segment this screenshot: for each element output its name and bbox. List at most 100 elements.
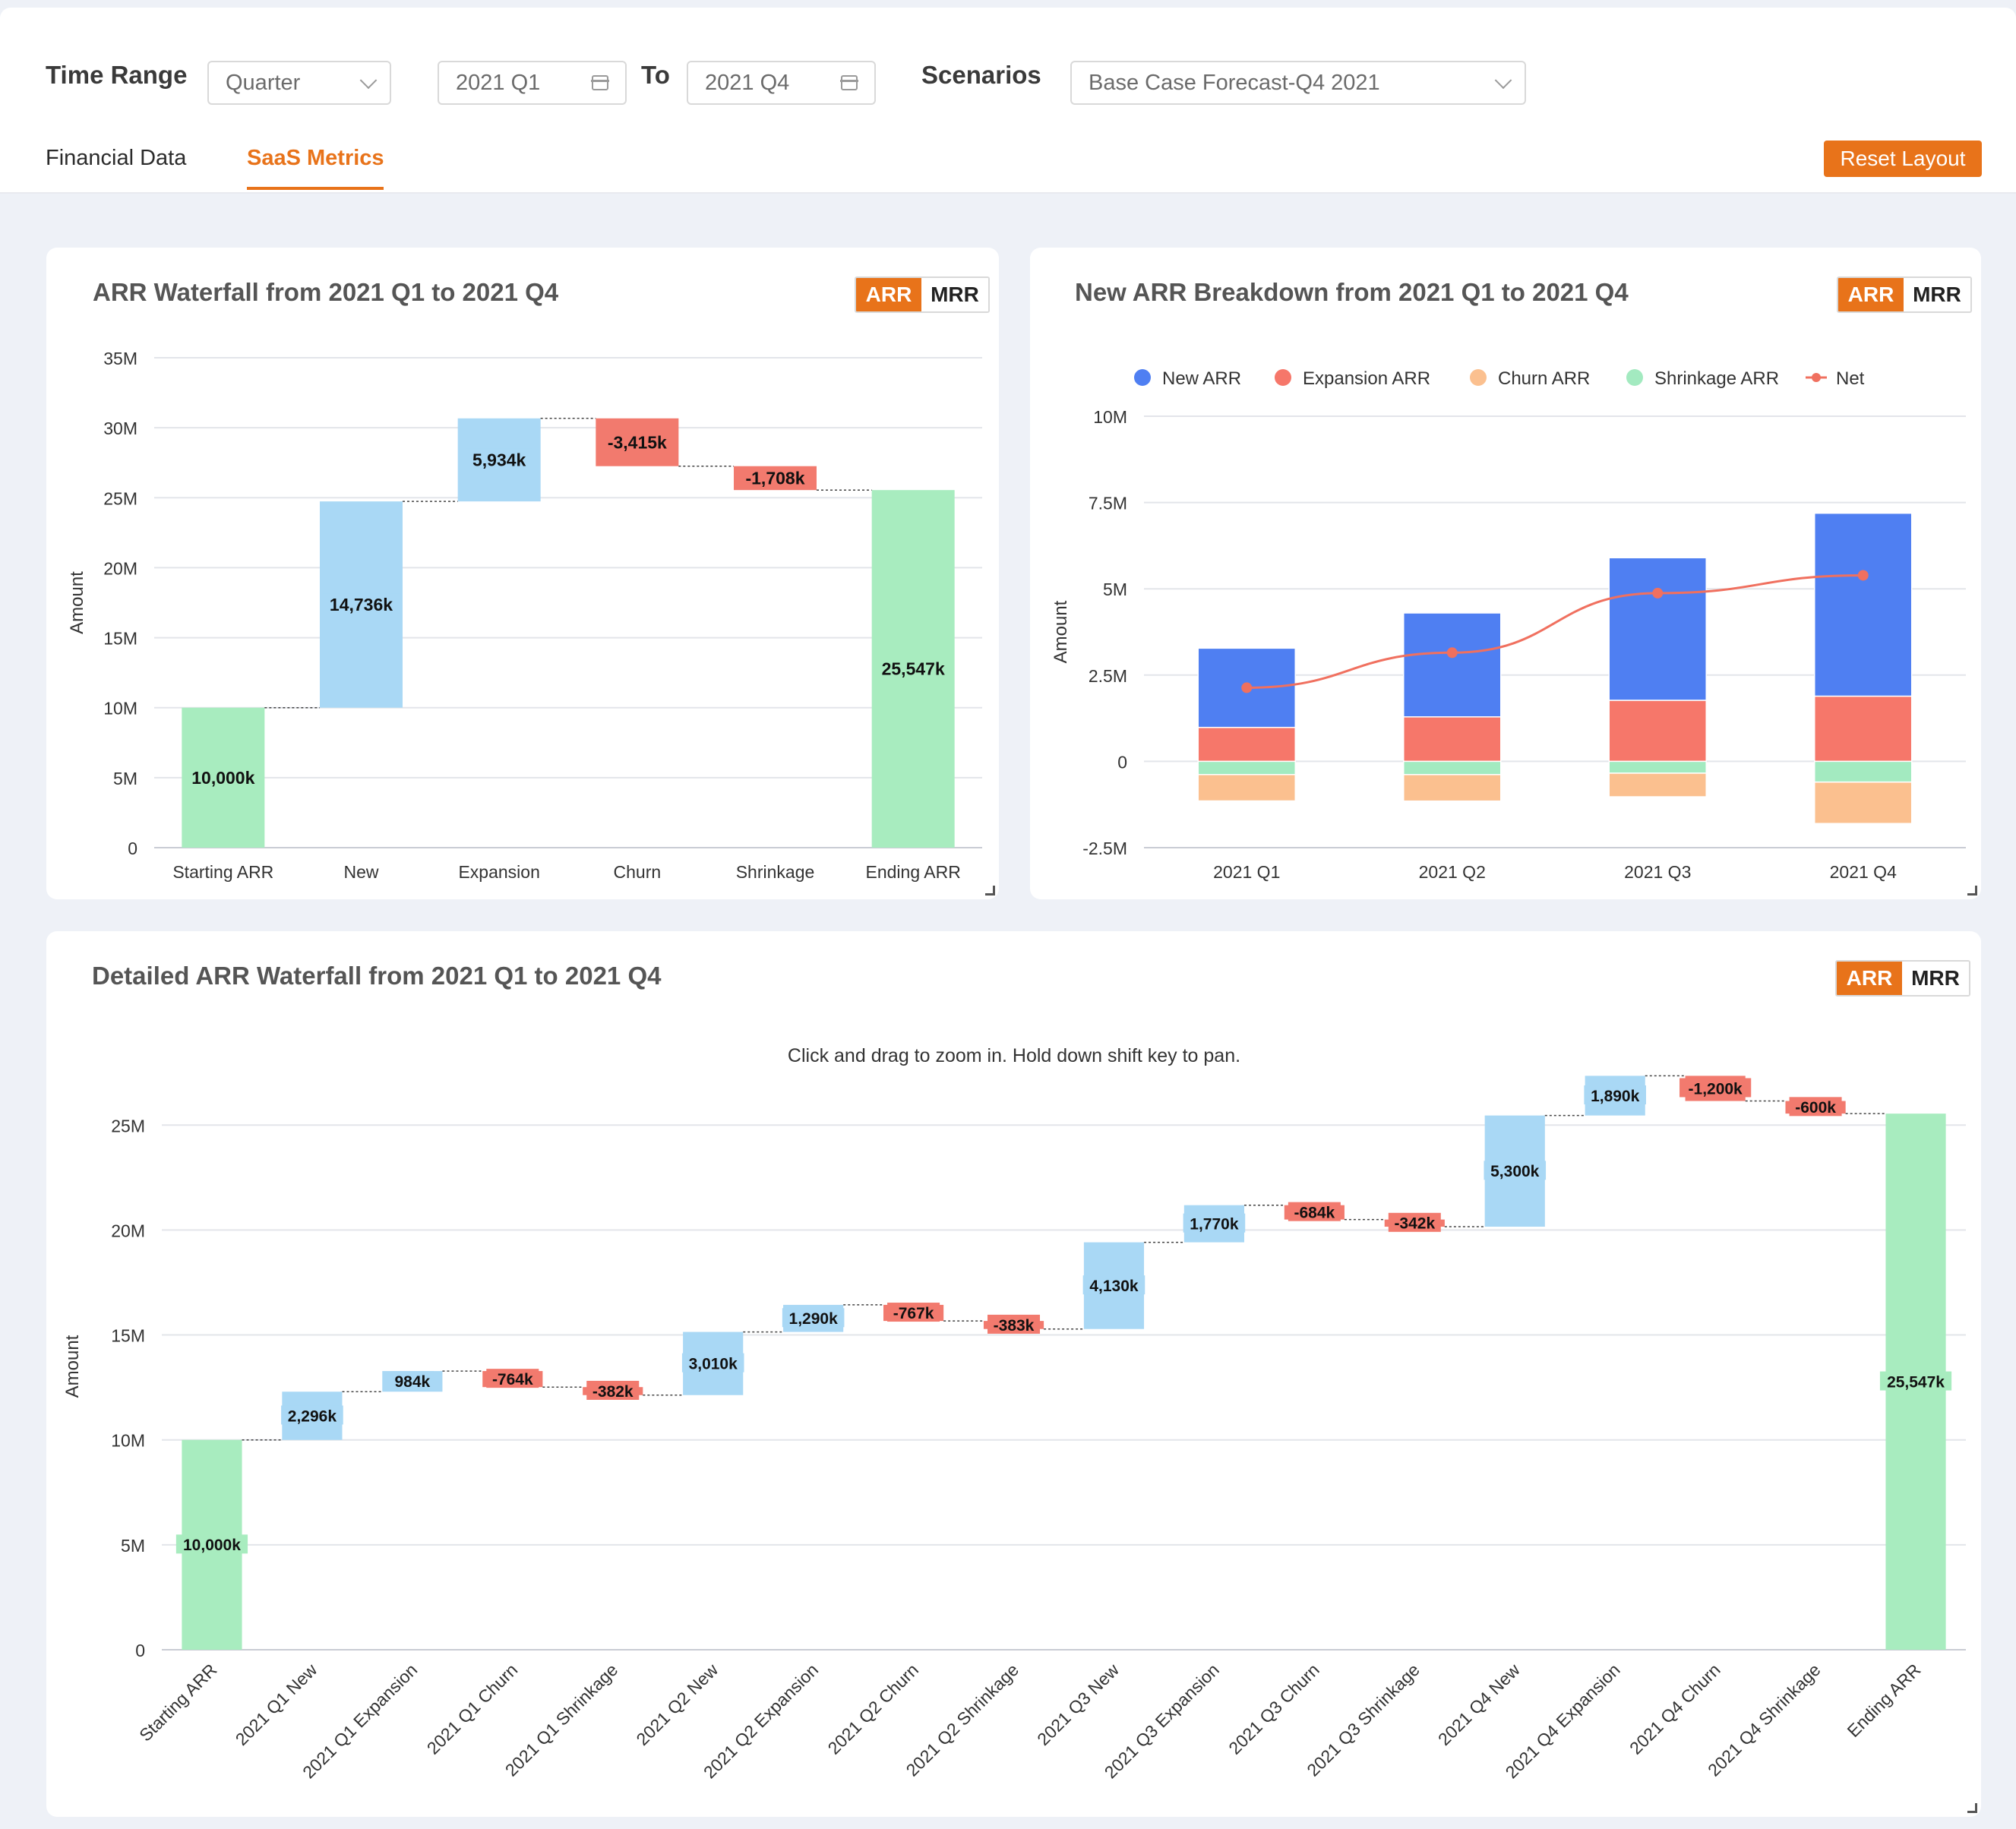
- arr-waterfall-card: ARR Waterfall from 2021 Q1 to 2021 Q4 AR…: [46, 248, 999, 899]
- detailed-arr-waterfall-card: Detailed ARR Waterfall from 2021 Q1 to 2…: [46, 931, 1981, 1817]
- data-label: 5,934k: [472, 450, 526, 470]
- data-label-bg: [1183, 1213, 1246, 1233]
- scenario-select-value: Base Case Forecast-Q4 2021: [1089, 70, 1380, 95]
- stacked-bar-segment: [1403, 774, 1502, 802]
- y-tick-label: 5M: [121, 1536, 145, 1556]
- mrr-toggle-button[interactable]: MRR: [1902, 962, 1969, 995]
- stacked-bar-segment: [1608, 700, 1707, 763]
- stacked-bar-segment: [1814, 781, 1913, 824]
- y-tick-label: 7.5M: [1089, 494, 1127, 513]
- start-date-value: 2021 Q1: [456, 70, 541, 95]
- net-data-point: [1446, 647, 1458, 659]
- calendar-icon: [591, 75, 609, 90]
- x-tick-label: 2021 Q3 Expansion: [1101, 1660, 1223, 1782]
- data-label: -767k: [893, 1305, 934, 1322]
- chevron-down-icon: [1494, 71, 1512, 90]
- x-tick-label: 2021 Q1 New: [232, 1660, 321, 1749]
- period-select[interactable]: Quarter: [207, 61, 391, 105]
- mrr-toggle-button[interactable]: MRR: [1904, 278, 1970, 311]
- data-label-bg: [874, 658, 953, 679]
- x-tick-label: 2021 Q2: [1419, 862, 1486, 882]
- y-axis-title: Amount: [1051, 600, 1071, 663]
- x-tick-label: 2021 Q3 Churn: [1224, 1660, 1323, 1758]
- y-tick-label: 15M: [111, 1326, 145, 1346]
- data-label: 2,296k: [288, 1407, 337, 1425]
- data-label: 3,010k: [689, 1356, 738, 1373]
- card-title: New ARR Breakdown from 2021 Q1 to 2021 Q…: [1075, 278, 1629, 306]
- tab-financial-data[interactable]: Financial Data: [46, 146, 187, 170]
- y-axis-title: Amount: [62, 1335, 83, 1398]
- x-tick-label: 2021 Q4: [1830, 862, 1897, 882]
- y-tick-label: 0: [1117, 752, 1127, 772]
- y-tick-label: 30M: [103, 419, 137, 438]
- active-tab-indicator: [247, 187, 384, 190]
- arr-toggle-button[interactable]: ARR: [856, 278, 921, 311]
- x-tick-label: 2021 Q4 New: [1434, 1660, 1524, 1749]
- data-label-bg: [598, 431, 677, 452]
- y-tick-label: 35M: [103, 349, 137, 368]
- data-label: -1,708k: [745, 469, 804, 488]
- to-label: To: [641, 61, 670, 89]
- legend-dot-marker: [1812, 373, 1821, 382]
- scenario-select[interactable]: Base Case Forecast-Q4 2021: [1070, 61, 1526, 105]
- data-label: -764k: [492, 1371, 533, 1388]
- y-tick-label: 5M: [113, 769, 137, 788]
- stacked-bar-segment: [1814, 512, 1913, 697]
- data-label-bg: [465, 448, 533, 469]
- x-tick-label: 2021 Q3 New: [1033, 1660, 1123, 1749]
- stacked-bar-segment: [1608, 760, 1707, 774]
- x-tick-label: 2021 Q1 Shrinkage: [501, 1660, 622, 1780]
- period-select-value: Quarter: [226, 70, 301, 95]
- new-arr-breakdown-card: New ARR Breakdown from 2021 Q1 to 2021 Q…: [1030, 248, 1981, 899]
- data-label-bg: [322, 593, 400, 614]
- y-tick-label: 15M: [103, 629, 137, 649]
- data-label-bg: [887, 1303, 940, 1322]
- data-label: 25,547k: [882, 659, 945, 679]
- x-tick-label: 2021 Q2 Churn: [824, 1660, 923, 1758]
- x-tick-label: 2021 Q1 Churn: [423, 1660, 522, 1758]
- data-label-bg: [390, 1371, 434, 1391]
- data-label-bg: [1879, 1371, 1952, 1391]
- data-label: -1,200k: [1689, 1080, 1743, 1098]
- data-label-bg: [281, 1405, 343, 1425]
- arr-mrr-toggle[interactable]: ARR MRR: [1837, 276, 1972, 313]
- arr-mrr-toggle[interactable]: ARR MRR: [1835, 960, 1970, 997]
- arr-toggle-button[interactable]: ARR: [1837, 962, 1902, 995]
- reset-layout-button[interactable]: Reset Layout: [1824, 141, 1982, 177]
- data-label-bg: [1484, 1161, 1547, 1180]
- arr-toggle-button[interactable]: ARR: [1838, 278, 1904, 311]
- legend-label: New ARR: [1162, 368, 1241, 389]
- y-tick-label: 25M: [111, 1116, 145, 1136]
- data-label-bg: [987, 1314, 1041, 1334]
- data-label: 25,547k: [1887, 1373, 1945, 1391]
- tab-saas-metrics[interactable]: SaaS Metrics: [247, 146, 384, 170]
- data-label: 14,736k: [330, 595, 393, 614]
- stacked-bar-segment: [1403, 716, 1502, 763]
- x-tick-label: 2021 Q2 New: [632, 1660, 722, 1749]
- end-date-picker[interactable]: 2021 Q4: [687, 61, 876, 105]
- new-arr-breakdown-chart[interactable]: -2.5M 0 2.5M 5M 7.5M 10M Amount New ARR Expansio…: [1030, 248, 1981, 899]
- start-date-picker[interactable]: 2021 Q1: [438, 61, 627, 105]
- resize-handle-icon[interactable]: [1967, 886, 1977, 896]
- arr-waterfall-chart[interactable]: 0 5M 10M 15M 20M 25M 30M 35M Amount 10,000k Starti…: [46, 248, 999, 899]
- legend-label: Churn ARR: [1498, 368, 1590, 389]
- calendar-icon: [840, 75, 858, 90]
- net-series-line: [1247, 573, 1863, 689]
- mrr-toggle-button[interactable]: MRR: [921, 278, 988, 311]
- y-tick-label: 10M: [1093, 407, 1127, 427]
- resize-handle-icon[interactable]: [1967, 1803, 1977, 1813]
- resize-handle-icon[interactable]: [985, 886, 995, 896]
- arr-mrr-toggle[interactable]: ARR MRR: [855, 276, 990, 313]
- data-label-bg: [681, 1353, 744, 1373]
- data-label-bg: [1082, 1275, 1145, 1295]
- data-label-bg: [1388, 1212, 1441, 1232]
- x-tick-label: Expansion: [458, 862, 539, 882]
- data-label: 10,000k: [191, 768, 254, 788]
- y-tick-label: 10M: [103, 699, 137, 719]
- data-label: 1,770k: [1190, 1215, 1239, 1233]
- x-tick-label: Churn: [614, 862, 662, 882]
- y-tick-label: 25M: [103, 488, 137, 508]
- x-tick-label: 2021 Q4 Churn: [1626, 1660, 1724, 1758]
- detailed-arr-waterfall-chart[interactable]: Click and drag to zoom in. Hold down shi…: [46, 931, 1981, 1817]
- data-label: 4,130k: [1089, 1278, 1139, 1295]
